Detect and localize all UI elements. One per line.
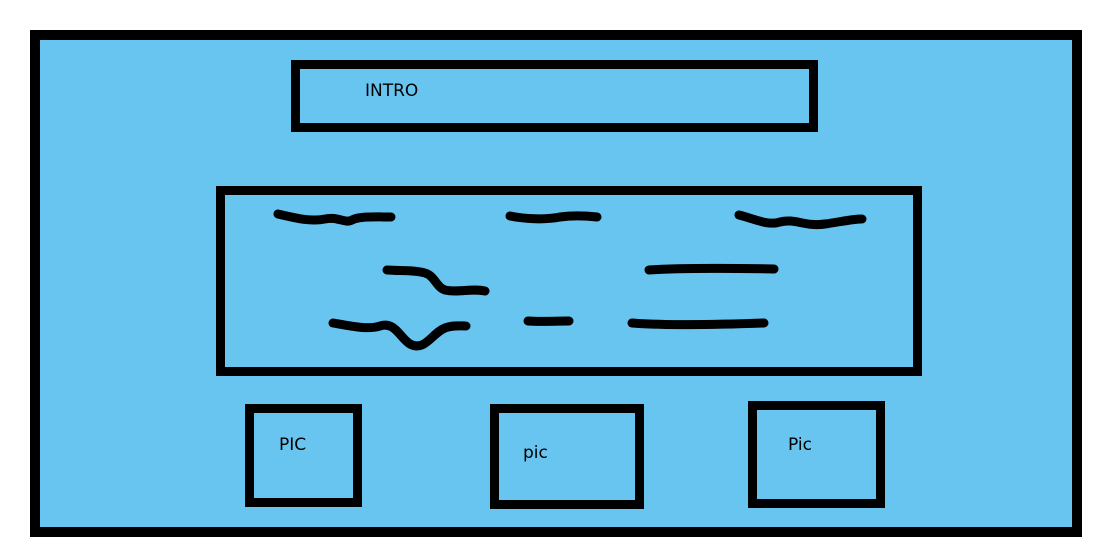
picture-label-2: pic [523,443,548,463]
picture-box-3 [748,401,885,508]
picture-box-2 [490,404,644,509]
picture-label-1: PIC [279,435,307,455]
picture-box-1 [245,404,362,507]
page-frame [30,30,1082,537]
picture-label-3: Pic [788,435,812,455]
intro-box [291,60,818,132]
intro-label: INTRO [365,81,419,101]
content-box [216,186,922,376]
